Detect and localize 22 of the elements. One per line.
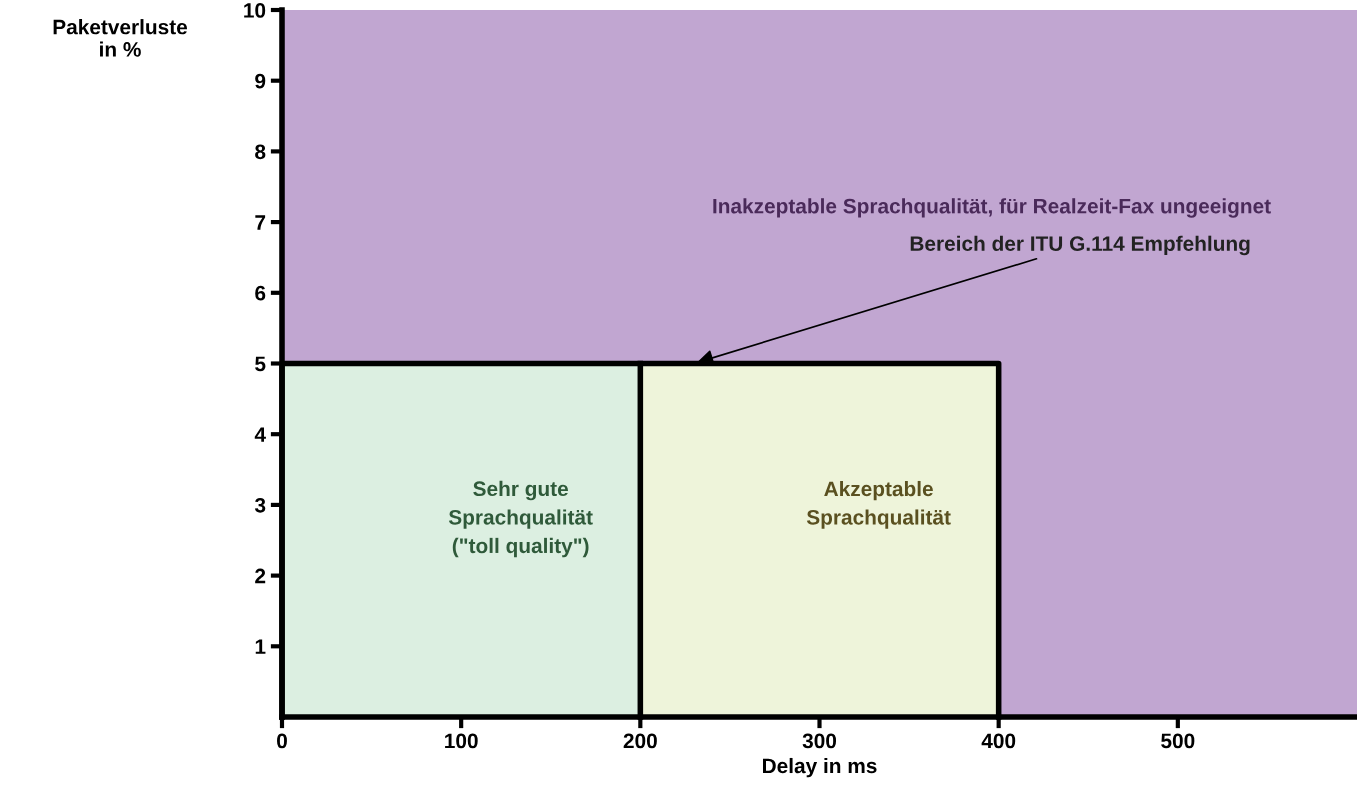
x-tick-label: 100 [445,733,478,749]
y-tick-label: 5 [255,356,266,372]
y-tick-label: 3 [254,497,266,513]
y-tick-label: 2 [255,568,266,584]
y-tick-label: 9 [255,73,266,89]
x-tick-label: 400 [981,733,1016,749]
y-tick-label: 4 [254,427,266,442]
y-tick-label: 7 [255,215,266,230]
x-tick-label: 200 [623,733,657,749]
y-tick-label: 1 [255,639,266,654]
annotation: Akzeptable Sprachqualität [806,480,951,529]
x-tick-label: 500 [1161,733,1195,749]
annotation: Bereich der ITU G.114 Empfehlung [910,235,1250,256]
y-axis-title: Paketverluste in % [53,19,188,57]
y-tick-label: 10 [244,3,266,18]
x-axis-title: Delay in ms [763,757,877,778]
band-label: Inakzeptable Sprachqualität, für Realzeit-Fax ungeeignet [713,198,1271,218]
x-tick-label: 0 [277,733,287,749]
x-tick-label: 300 [802,733,837,749]
annotation: Sehr gute Sprachqualität ("toll quality") [448,480,593,558]
y-tick-label: 6 [255,285,266,301]
y-tick-label: 8 [255,144,266,160]
